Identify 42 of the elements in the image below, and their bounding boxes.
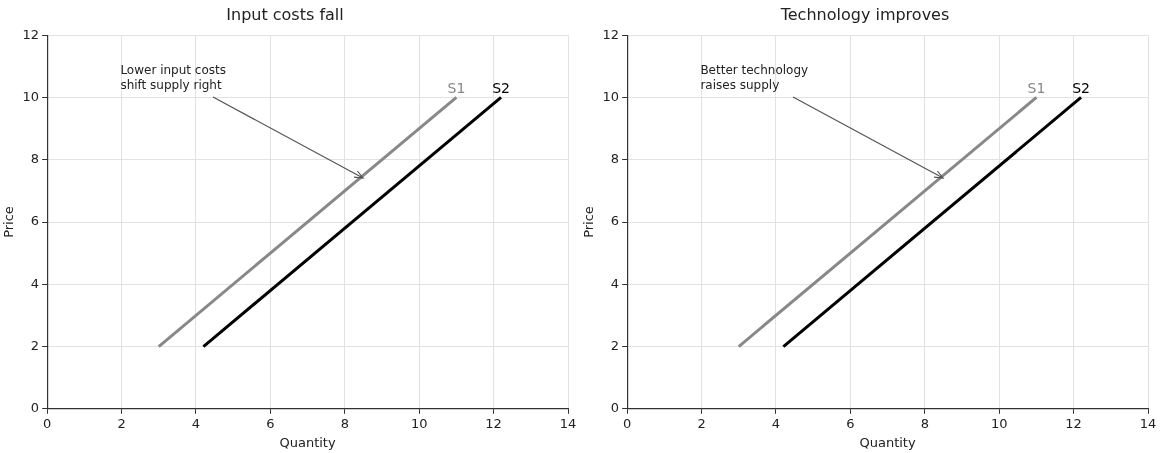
y-tick-label: 12 — [22, 26, 40, 42]
x-tick-label: 10 — [990, 415, 1008, 431]
x-tick-label: 14 — [559, 415, 577, 431]
series-label: S1 — [447, 80, 466, 97]
y-tick-label: 12 — [602, 26, 620, 42]
y-tick-label: 10 — [602, 88, 620, 104]
y-tick-label: 4 — [610, 275, 620, 291]
x-tick-label: 4 — [771, 415, 781, 431]
series-label: S2 — [1072, 80, 1090, 97]
x-axis-title: Quantity — [859, 434, 916, 450]
x-axis-title: Quantity — [279, 434, 336, 450]
annotation: Better technology raises supply — [700, 62, 809, 92]
y-tick-label: 2 — [30, 337, 40, 353]
x-tick-label: 12 — [1065, 415, 1082, 431]
series-label: S2 — [492, 80, 510, 97]
x-tick-label: 0 — [623, 415, 632, 431]
x-tick-label: 6 — [846, 415, 855, 431]
chart-title: Input costs fall — [226, 4, 344, 24]
y-tick-label: 4 — [30, 275, 40, 291]
y-tick-label: 8 — [30, 151, 40, 167]
x-tick-label: 14 — [1139, 415, 1157, 431]
y-tick-label: 2 — [610, 337, 620, 353]
y-tick-label: 0 — [610, 400, 620, 416]
y-tick-label: 10 — [22, 88, 40, 104]
series-label: S1 — [1027, 80, 1046, 97]
annotation: Lower input costs shift supply right — [120, 62, 226, 92]
y-tick-label: 6 — [610, 213, 620, 229]
x-tick-label: 2 — [697, 415, 706, 431]
y-axis-title: Price — [1, 206, 17, 238]
x-tick-label: 0 — [43, 415, 52, 431]
chart-title: Technology improves — [779, 4, 950, 24]
x-tick-label: 8 — [340, 415, 349, 431]
x-tick-label: 4 — [191, 415, 201, 431]
x-tick-label: 10 — [410, 415, 428, 431]
x-tick-label: 12 — [485, 415, 502, 431]
y-tick-label: 8 — [610, 151, 620, 167]
x-tick-label: 8 — [920, 415, 929, 431]
y-axis-title: Price — [581, 206, 597, 238]
x-tick-label: 6 — [266, 415, 275, 431]
y-tick-label: 0 — [30, 400, 40, 416]
x-tick-label: 2 — [117, 415, 126, 431]
y-tick-label: 6 — [30, 213, 40, 229]
